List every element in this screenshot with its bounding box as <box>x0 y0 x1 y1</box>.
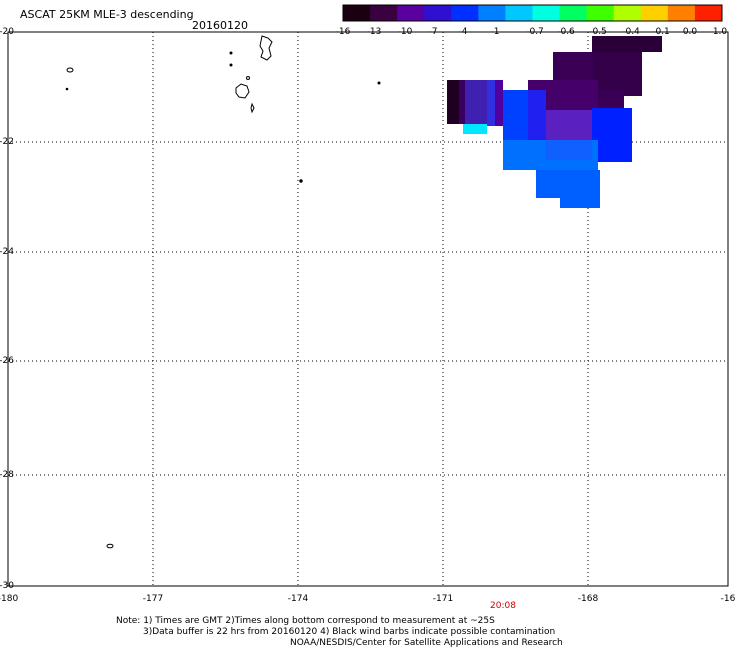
colorbar-segment <box>397 5 425 21</box>
colorbar-segment <box>640 5 669 21</box>
x-axis-label: -174 <box>287 594 309 604</box>
colorbar-label: -0.1 <box>652 27 670 37</box>
colorbar-segment <box>478 5 506 21</box>
colorbar-label: -4 <box>458 27 468 37</box>
colorbar-label: -16 <box>335 27 351 37</box>
product-title: ASCAT 25KM MLE-3 descending <box>20 8 194 21</box>
colorbar-segment <box>424 5 452 21</box>
colorbar-segment <box>505 5 533 21</box>
colorbar-segment <box>613 5 642 21</box>
colorbar-segment <box>559 5 588 21</box>
grid-lines <box>8 32 728 586</box>
colorbar-segment <box>532 5 561 21</box>
data-swath <box>447 36 662 208</box>
y-axis-label: -22 <box>0 137 14 147</box>
colorbar-label: -0.5 <box>589 27 607 37</box>
y-axis-label: -26 <box>0 356 14 366</box>
colorbar-segment <box>451 5 479 21</box>
plot-frame <box>7 31 729 587</box>
colorbar-segment <box>343 5 371 21</box>
x-axis-label: -171 <box>432 594 454 604</box>
colorbar-label: 1.0 <box>712 27 728 37</box>
colorbar-label: -0.4 <box>622 27 640 37</box>
colorbar-border <box>342 4 723 22</box>
note-line-2: 3)Data buffer is 22 hrs from 20160120 4)… <box>143 627 556 637</box>
y-axis-label: -24 <box>0 247 14 257</box>
colorbar-segment <box>586 5 615 21</box>
y-axis-label: -20 <box>0 27 14 37</box>
note-line-1: Note: 1) Times are GMT 2)Times along bot… <box>116 616 495 626</box>
product-date: 20160120 <box>192 19 248 32</box>
colorbar-label: -13 <box>366 27 382 37</box>
measurement-time: 20:08 <box>490 601 516 611</box>
x-axis-label: -168 <box>577 594 599 604</box>
colorbar-label: 0.0 <box>682 27 698 37</box>
colorbar-label: -0.7 <box>526 27 544 37</box>
colorbar-label: -1 <box>490 27 500 37</box>
x-axis-label: -177 <box>142 594 164 604</box>
colorbar-label: -7 <box>428 27 438 37</box>
land-outlines <box>65 35 381 549</box>
note-line-3: NOAA/NESDIS/Center for Satellite Applica… <box>290 638 563 648</box>
colorbar-label: -10 <box>397 27 413 37</box>
colorbar-segment <box>370 5 398 21</box>
colorbar <box>342 4 723 22</box>
x-axis-label: -180 <box>0 594 19 604</box>
y-axis-label: -30 <box>0 581 14 591</box>
x-axis-label: -16 <box>720 594 736 604</box>
colorbar-segment <box>694 5 723 21</box>
y-axis-label: -28 <box>0 470 14 480</box>
colorbar-label: -0.6 <box>557 27 575 37</box>
colorbar-segment <box>667 5 696 21</box>
